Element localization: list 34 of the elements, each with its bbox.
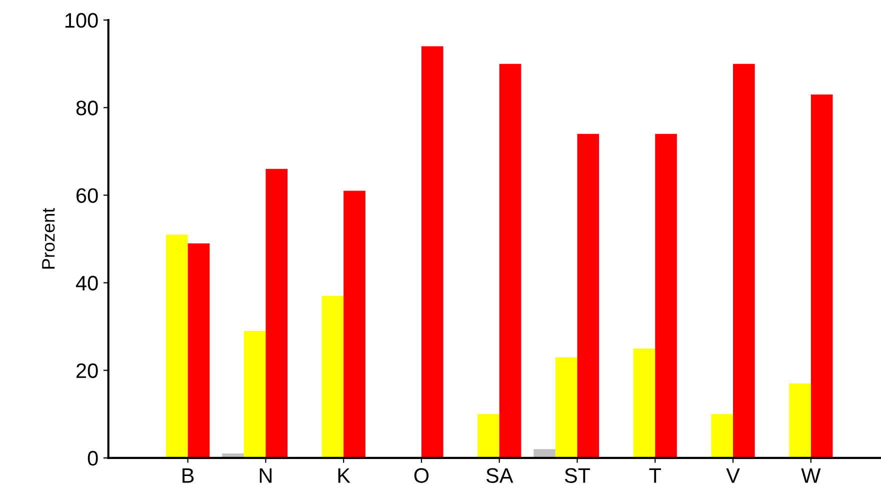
bar — [555, 357, 578, 458]
bar — [478, 414, 500, 458]
bar — [733, 64, 755, 458]
x-tick-label: ST — [564, 468, 590, 483]
bar — [789, 383, 811, 458]
bar — [188, 243, 210, 458]
x-tick-label: W — [801, 468, 821, 483]
bar — [633, 348, 656, 458]
bar — [244, 330, 266, 458]
bar — [810, 94, 833, 458]
bar — [499, 64, 522, 458]
bar — [577, 134, 600, 458]
y-tick-label: 0 — [88, 450, 98, 466]
bar — [655, 134, 677, 458]
x-tick-label: B — [182, 468, 194, 483]
bar — [166, 234, 188, 458]
bar — [534, 449, 556, 458]
x-tick-label: T — [649, 468, 662, 483]
y-tick-label: 60 — [76, 188, 98, 203]
y-tick-label: 40 — [76, 276, 98, 291]
y-tick-label: 20 — [76, 363, 98, 378]
y-tick-label: 100 — [65, 13, 98, 28]
x-tick-label: SA — [486, 468, 514, 483]
y-axis-title: Prozent — [42, 208, 55, 269]
bar — [266, 168, 288, 458]
bar — [711, 414, 734, 458]
bar — [344, 190, 366, 458]
bar — [421, 46, 444, 458]
x-tick-label: O — [414, 468, 429, 483]
bar — [322, 296, 344, 458]
x-tick-label: V — [726, 468, 740, 483]
x-tick-label: K — [338, 468, 350, 483]
y-tick-label: 80 — [76, 100, 98, 116]
x-tick-label: N — [260, 468, 272, 483]
